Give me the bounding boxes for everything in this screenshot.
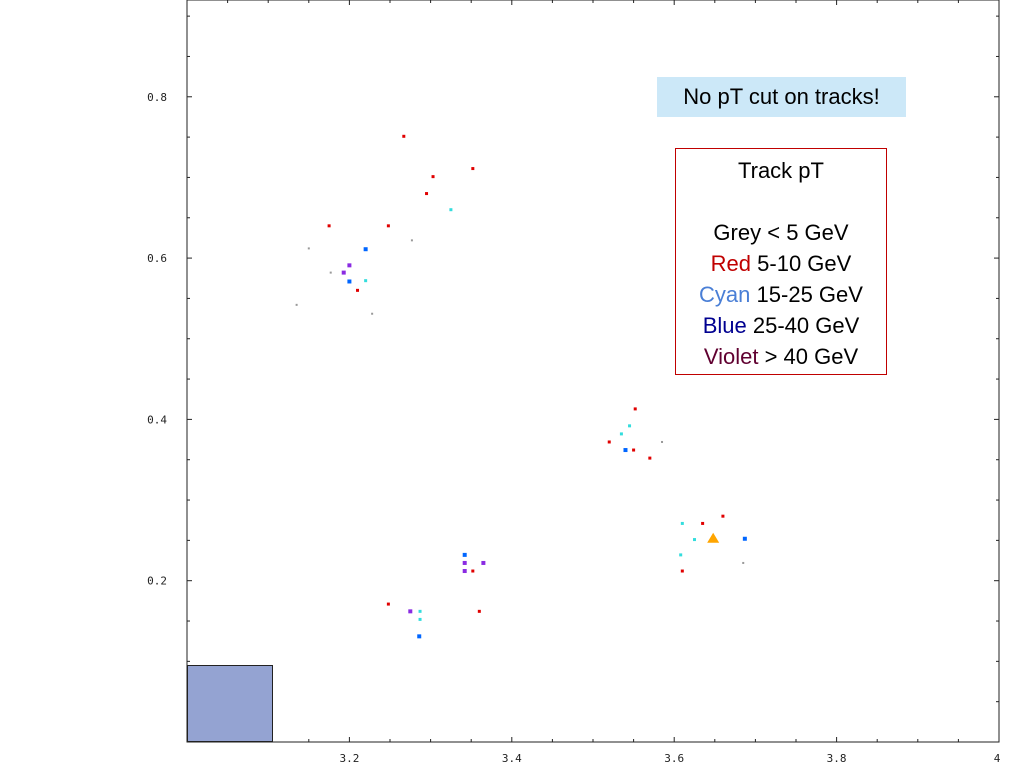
data-point-cyan bbox=[693, 538, 696, 542]
data-point-cyan bbox=[418, 609, 422, 613]
legend-name-cyan: Cyan bbox=[699, 282, 751, 307]
data-point-red bbox=[356, 288, 360, 292]
data-point-cyan bbox=[680, 521, 684, 525]
data-point-red bbox=[701, 521, 705, 525]
data-point-red bbox=[386, 224, 390, 228]
data-point-grey bbox=[410, 239, 413, 242]
legend-name-grey: Grey bbox=[713, 220, 762, 245]
legend-range-cyan: 15-25 GeV bbox=[756, 282, 863, 307]
data-point-violet bbox=[462, 569, 467, 574]
legend-name-violet: Violet bbox=[703, 344, 759, 369]
legend-name-blue: Blue bbox=[702, 313, 747, 338]
note-text: No pT cut on tracks! bbox=[683, 84, 880, 109]
legend-entry-grey: Grey < 5 GeV bbox=[676, 217, 886, 248]
data-point-red bbox=[477, 609, 481, 613]
data-point-grey bbox=[307, 247, 310, 250]
data-point-violet bbox=[408, 609, 413, 614]
y-tick-label: 0.2 bbox=[147, 575, 167, 588]
data-point-red bbox=[680, 569, 684, 573]
data-point-blue bbox=[363, 247, 368, 252]
legend-name-red: Red bbox=[710, 251, 752, 276]
x-tick-label: 3.8 bbox=[827, 752, 847, 765]
data-point-red bbox=[633, 407, 637, 411]
data-point-red bbox=[721, 514, 725, 518]
legend-title: Track pT bbox=[738, 158, 824, 183]
data-point-red bbox=[648, 456, 652, 460]
data-point-cyan bbox=[364, 279, 368, 283]
y-tick-label: 0.8 bbox=[147, 91, 167, 104]
x-tick-label: 3.4 bbox=[502, 752, 522, 765]
data-point-cyan bbox=[619, 432, 623, 436]
data-point-blue bbox=[462, 552, 467, 557]
legend-box: Track pT Grey < 5 GeV Red 5-10 GeV Cyan … bbox=[675, 148, 887, 375]
data-point-blue bbox=[347, 279, 352, 284]
legend-range-red: 5-10 GeV bbox=[757, 251, 852, 276]
data-point-blue bbox=[417, 634, 422, 639]
data-point-red bbox=[402, 134, 406, 138]
legend-range-violet: > 40 GeV bbox=[764, 344, 859, 369]
data-point-violet bbox=[462, 560, 467, 565]
data-points bbox=[295, 134, 747, 639]
legend-range-blue: 25-40 GeV bbox=[752, 313, 860, 338]
data-point-red bbox=[431, 175, 435, 179]
data-point-cyan bbox=[628, 424, 632, 428]
data-point-grey bbox=[329, 271, 332, 274]
y-tick-label: 0.6 bbox=[147, 252, 167, 265]
data-point-red bbox=[471, 569, 475, 573]
note-box: No pT cut on tracks! bbox=[657, 77, 906, 117]
data-point-grey bbox=[371, 312, 374, 315]
data-point-violet bbox=[341, 270, 346, 275]
x-tick-label: 3.2 bbox=[339, 752, 359, 765]
data-point-grey bbox=[742, 561, 745, 564]
x-tick-label: 3.6 bbox=[664, 752, 684, 765]
data-point-blue bbox=[623, 448, 628, 453]
legend-range-grey: < 5 GeV bbox=[767, 220, 849, 245]
data-point-cyan bbox=[449, 208, 453, 212]
data-point-red bbox=[471, 167, 475, 171]
data-point-red bbox=[607, 440, 611, 444]
data-point-orange-triangle bbox=[707, 532, 720, 543]
data-point-blue bbox=[742, 536, 747, 541]
data-point-cyan bbox=[418, 617, 422, 621]
data-point-cyan bbox=[679, 553, 683, 557]
y-tick-label: 0.4 bbox=[147, 413, 167, 426]
data-point-grey bbox=[295, 303, 298, 306]
legend-entry-violet: Violet > 40 GeV bbox=[676, 341, 886, 372]
data-point-violet bbox=[347, 263, 352, 268]
legend-entry-blue: Blue 25-40 GeV bbox=[676, 310, 886, 341]
data-point-grey bbox=[661, 440, 664, 443]
data-point-red bbox=[425, 192, 429, 196]
data-point-violet bbox=[481, 560, 486, 565]
data-point-red bbox=[386, 602, 390, 606]
legend-entry-red: Red 5-10 GeV bbox=[676, 248, 886, 279]
data-point-red bbox=[632, 448, 636, 452]
data-point-red bbox=[327, 224, 331, 228]
corner-square bbox=[187, 665, 273, 742]
legend-entry-cyan: Cyan 15-25 GeV bbox=[676, 279, 886, 310]
axis-tick-labels: 3.2 3.4 3.6 3.8 4 0.2 0.4 0.6 0.8 bbox=[147, 91, 1001, 765]
x-tick-label: 4 bbox=[994, 752, 1001, 765]
